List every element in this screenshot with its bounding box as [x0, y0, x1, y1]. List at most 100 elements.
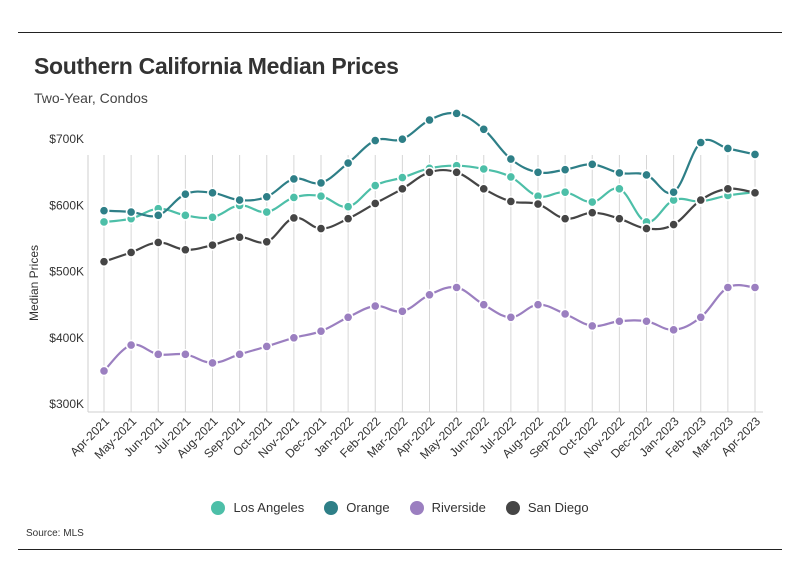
data-point-orange — [179, 188, 191, 200]
data-point-orange — [424, 114, 435, 126]
data-point-san-diego — [749, 187, 761, 199]
source-note: Source: MLS — [26, 528, 84, 539]
y-tick-label: $600K — [49, 198, 84, 212]
data-point-san-diego — [451, 166, 463, 178]
data-point-riverside — [288, 332, 300, 344]
data-point-riverside — [424, 289, 435, 301]
data-point-riverside — [641, 315, 652, 327]
data-point-los-angeles — [478, 163, 490, 175]
data-point-los-angeles — [505, 171, 517, 183]
data-point-los-angeles — [559, 186, 571, 198]
data-point-san-diego — [261, 236, 273, 248]
data-point-orange — [342, 157, 354, 169]
top-rule — [18, 32, 782, 33]
data-point-san-diego — [125, 247, 137, 258]
data-point-san-diego — [668, 219, 680, 230]
chart-title: Southern California Median Prices — [34, 53, 399, 79]
data-point-riverside — [559, 308, 571, 320]
data-point-riverside — [234, 348, 246, 360]
bottom-rule — [18, 549, 782, 550]
y-tick-label: $400K — [49, 331, 84, 345]
data-point-riverside — [478, 299, 490, 311]
data-point-orange — [98, 205, 110, 217]
data-point-orange — [478, 123, 490, 135]
data-point-riverside — [532, 299, 544, 311]
data-point-riverside — [207, 357, 218, 369]
data-point-orange — [396, 133, 408, 145]
data-point-orange — [125, 206, 137, 218]
data-point-san-diego — [641, 223, 652, 234]
legend-label: Riverside — [431, 500, 486, 515]
data-point-riverside — [315, 325, 327, 337]
data-point-san-diego — [179, 244, 191, 256]
legend-item: San Diego — [505, 500, 589, 515]
data-point-riverside — [342, 311, 354, 323]
y-tick-label: $300K — [49, 397, 84, 411]
data-point-los-angeles — [315, 190, 327, 202]
data-point-riverside — [179, 348, 191, 360]
data-point-orange — [451, 107, 463, 119]
data-point-san-diego — [613, 213, 625, 225]
legend-swatch — [211, 500, 226, 515]
data-point-orange — [722, 143, 734, 154]
data-point-san-diego — [369, 198, 381, 209]
data-point-los-angeles — [261, 206, 273, 218]
data-point-san-diego — [505, 196, 517, 207]
data-point-orange — [586, 158, 598, 170]
data-point-san-diego — [207, 239, 218, 251]
data-point-san-diego — [315, 223, 327, 234]
data-point-los-angeles — [342, 201, 354, 213]
legend-item: Los Angeles — [211, 500, 304, 515]
y-tick-label: $700K — [49, 132, 84, 146]
data-point-san-diego — [478, 183, 490, 195]
legend-swatch — [324, 500, 339, 515]
data-point-san-diego — [586, 207, 598, 219]
data-point-riverside — [125, 339, 137, 351]
data-point-los-angeles — [396, 172, 408, 183]
legend-label: Los Angeles — [233, 500, 305, 515]
data-point-riverside — [98, 365, 110, 377]
data-point-los-angeles — [288, 192, 300, 203]
data-point-orange — [261, 191, 273, 203]
data-point-orange — [559, 164, 571, 176]
legend-label: Orange — [346, 500, 390, 515]
data-point-san-diego — [98, 256, 110, 268]
data-point-riverside — [586, 320, 598, 332]
data-point-san-diego — [559, 213, 571, 225]
data-point-san-diego — [342, 213, 354, 225]
data-point-orange — [641, 169, 652, 181]
data-point-orange — [695, 137, 707, 148]
data-point-orange — [207, 187, 218, 199]
data-point-orange — [369, 135, 381, 146]
data-point-san-diego — [532, 198, 544, 210]
legend-item: Riverside — [409, 500, 486, 515]
data-point-los-angeles — [586, 196, 598, 208]
data-point-riverside — [152, 348, 164, 360]
y-tick-label: $500K — [49, 265, 84, 279]
data-point-san-diego — [152, 237, 164, 248]
data-point-riverside — [451, 282, 463, 293]
legend-swatch — [505, 500, 520, 515]
data-point-orange — [668, 186, 680, 198]
legend-swatch — [409, 500, 424, 515]
data-point-riverside — [749, 282, 761, 293]
data-point-riverside — [505, 311, 517, 323]
data-point-riverside — [396, 305, 408, 317]
data-point-orange — [288, 173, 300, 185]
data-point-los-angeles — [179, 209, 191, 221]
legend-item: Orange — [324, 500, 390, 515]
data-point-san-diego — [288, 212, 300, 224]
data-point-san-diego — [695, 194, 707, 206]
data-point-san-diego — [424, 166, 435, 178]
data-point-san-diego — [234, 231, 246, 243]
data-point-riverside — [613, 315, 625, 327]
data-point-orange — [749, 149, 761, 160]
y-axis-title: Median Prices — [27, 245, 41, 321]
data-point-orange — [234, 194, 246, 206]
data-point-riverside — [668, 324, 680, 336]
data-point-orange — [613, 167, 625, 179]
data-point-los-angeles — [369, 180, 381, 191]
chart-subtitle: Two-Year, Condos — [34, 90, 148, 106]
data-point-orange — [505, 153, 517, 165]
